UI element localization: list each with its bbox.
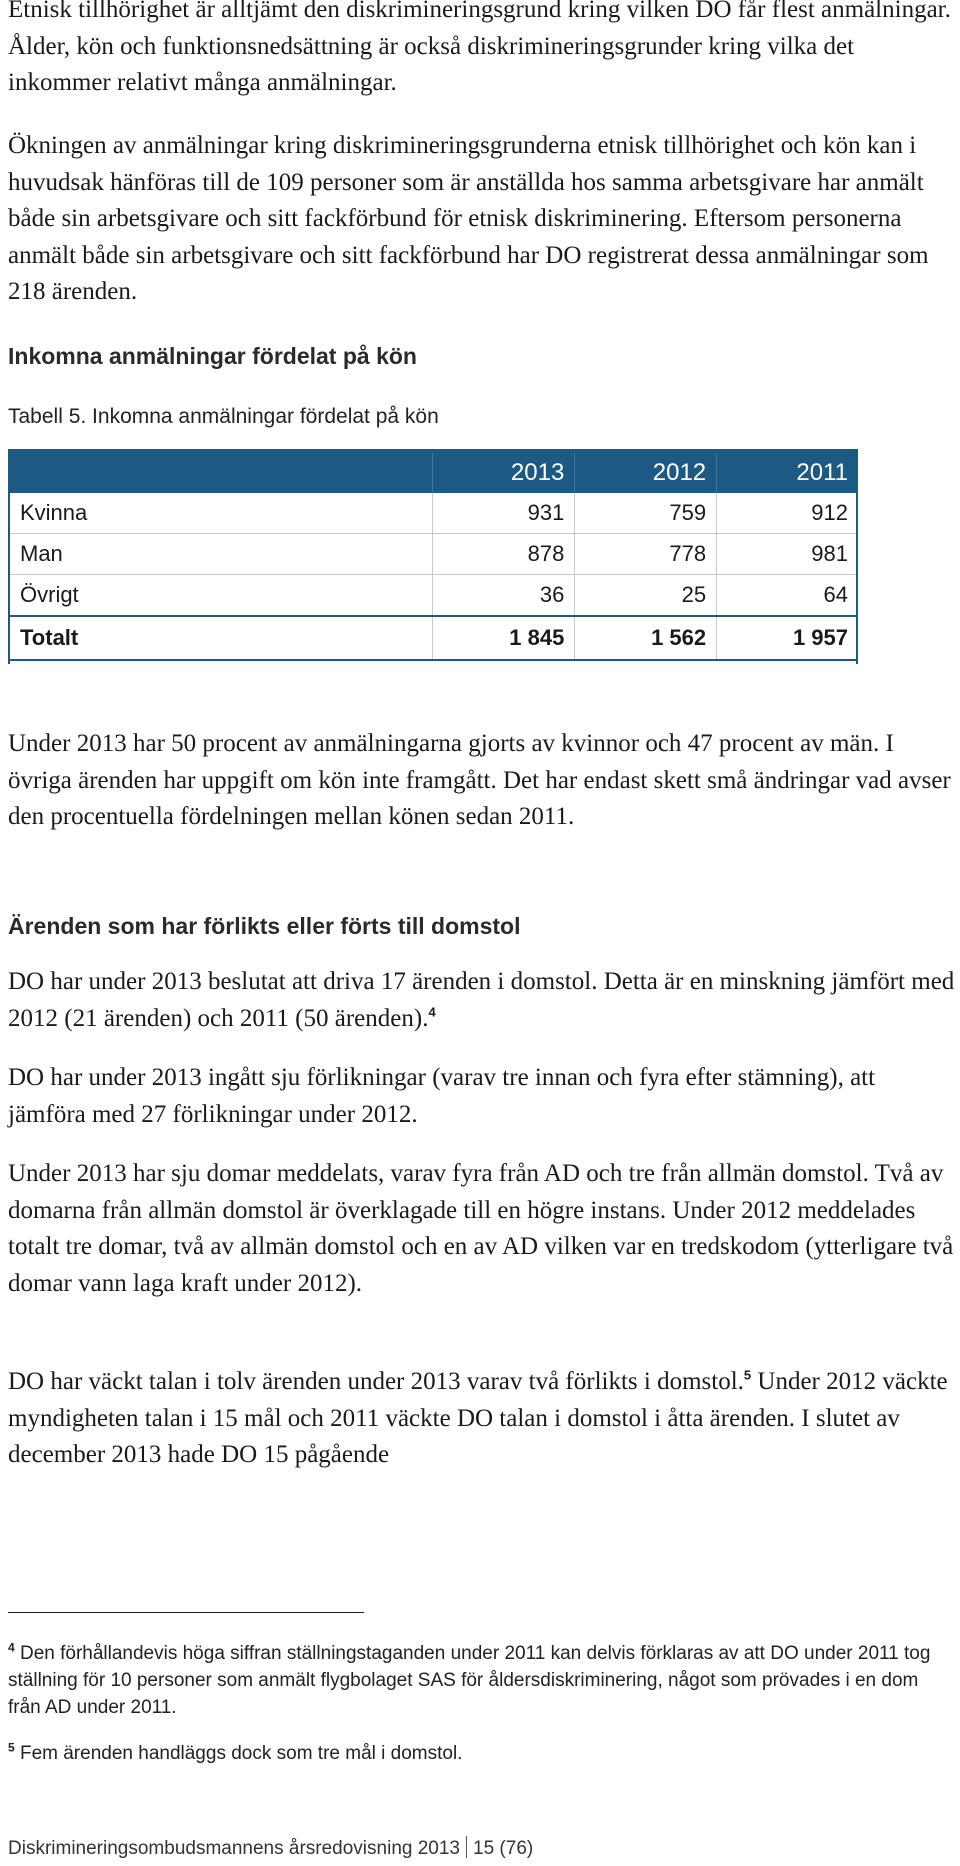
total-value: 1 845 (432, 615, 575, 661)
page-footer: Diskrimineringsombudsmannens årsredovisn… (8, 1836, 533, 1860)
footer-separator (466, 1836, 468, 1858)
footnote-4-text: Den förhållandevis höga siffran ställnin… (8, 1643, 931, 1718)
cell-value: 25 (574, 574, 717, 617)
cell-value: 931 (432, 493, 575, 534)
table-caption: Tabell 5. Inkomna anmälningar fördelat p… (8, 405, 439, 428)
total-value: 1 957 (716, 615, 858, 661)
footnote-number-5: 5 (8, 1740, 15, 1755)
table-header-row: 2013 2012 2011 (10, 449, 858, 493)
footnote-5: 5 Fem ärenden handläggs dock som tre mål… (8, 1740, 956, 1767)
footnote-5-text: Fem ärenden handläggs dock som tre mål i… (14, 1743, 463, 1764)
paragraph-court-cases-text: DO har under 2013 beslutat att driva 17 … (8, 968, 955, 1032)
paragraph-ethnic-grounds: Etnisk tillhörighet är alltjämt den disk… (8, 0, 951, 96)
paragraph-actions-text-a: DO har väckt talan i tolv ärenden under … (8, 1368, 744, 1395)
footnote-ref-5[interactable]: 5 (743, 1367, 752, 1383)
paragraph-gender-share: Under 2013 har 50 procent av anmälningar… (8, 730, 951, 830)
cell-value: 878 (432, 533, 575, 575)
gender-table: 2013 2012 2011 Kvinna 931 759 912 Man 87… (10, 449, 858, 661)
paragraph-judgments: Under 2013 har sju domar meddelats, vara… (8, 1160, 954, 1297)
paragraph-settlements: DO har under 2013 ingått sju förlikninga… (8, 1064, 876, 1128)
total-value: 1 562 (574, 615, 717, 661)
table-total-row: Totalt 1 845 1 562 1 957 (10, 615, 858, 661)
paragraph-actions-text-b: Under 2012 väckte myndigheten talan i 15… (8, 1368, 948, 1468)
cell-value: 981 (716, 533, 858, 575)
heading-settlements-court: Ärenden som har förlikts eller förts til… (8, 913, 521, 939)
table-header-2013: 2013 (432, 449, 575, 493)
footnote-number-4: 4 (8, 1640, 15, 1655)
cell-value: 64 (716, 574, 858, 617)
footnote-divider (8, 1612, 364, 1613)
table-header-2011: 2011 (716, 449, 858, 493)
table-row: Kvinna 931 759 912 (10, 493, 858, 534)
paragraph-increase: Ökningen av anmälningar kring diskrimine… (8, 132, 929, 305)
table-header-label (10, 449, 433, 493)
cell-value: 759 (574, 493, 717, 534)
table-row: Man 878 778 981 (10, 533, 858, 575)
paragraph-actions: DO har väckt talan i tolv ärenden under … (8, 1364, 956, 1474)
paragraph-court-cases: DO har under 2013 beslutat att driva 17 … (8, 964, 956, 1037)
row-label: Övrigt (10, 574, 433, 617)
heading-gender-distribution: Inkomna anmälningar fördelat på kön (8, 343, 417, 369)
page-number: 15 (76) (473, 1838, 534, 1859)
footer-title: Diskrimineringsombudsmannens årsredovisn… (8, 1838, 461, 1859)
table-row: Övrigt 36 25 64 (10, 574, 858, 617)
cell-value: 778 (574, 533, 717, 575)
cell-value: 912 (716, 493, 858, 534)
cell-value: 36 (432, 574, 575, 617)
row-label: Man (10, 533, 433, 575)
table-header-2012: 2012 (574, 449, 717, 493)
footnote-4: 4 Den förhållandevis höga siffran ställn… (8, 1640, 956, 1721)
footnote-ref-4[interactable]: 4 (428, 1004, 436, 1020)
row-label: Kvinna (10, 493, 433, 534)
total-label: Totalt (10, 615, 433, 661)
